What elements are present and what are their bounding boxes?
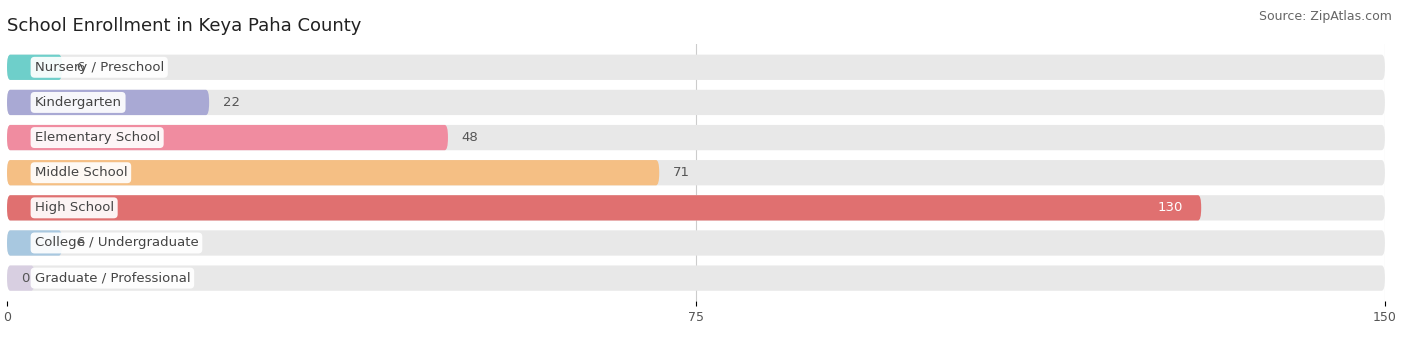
Text: 48: 48: [461, 131, 478, 144]
FancyBboxPatch shape: [7, 55, 1385, 80]
FancyBboxPatch shape: [7, 265, 35, 291]
FancyBboxPatch shape: [7, 90, 209, 115]
Text: 6: 6: [76, 236, 84, 249]
FancyBboxPatch shape: [7, 90, 1385, 115]
Text: College / Undergraduate: College / Undergraduate: [35, 236, 198, 249]
Text: 0: 0: [21, 272, 30, 285]
Text: 130: 130: [1157, 201, 1182, 214]
FancyBboxPatch shape: [7, 160, 659, 185]
Text: 6: 6: [76, 61, 84, 74]
FancyBboxPatch shape: [7, 195, 1385, 221]
Text: High School: High School: [35, 201, 114, 214]
FancyBboxPatch shape: [7, 125, 449, 150]
FancyBboxPatch shape: [7, 265, 1385, 291]
FancyBboxPatch shape: [7, 125, 1385, 150]
Text: School Enrollment in Keya Paha County: School Enrollment in Keya Paha County: [7, 16, 361, 35]
Text: 22: 22: [224, 96, 240, 109]
FancyBboxPatch shape: [7, 160, 1385, 185]
Text: Elementary School: Elementary School: [35, 131, 160, 144]
Text: Nursery / Preschool: Nursery / Preschool: [35, 61, 165, 74]
Text: Kindergarten: Kindergarten: [35, 96, 121, 109]
Text: Middle School: Middle School: [35, 166, 127, 179]
FancyBboxPatch shape: [7, 230, 62, 255]
Text: Source: ZipAtlas.com: Source: ZipAtlas.com: [1258, 10, 1392, 23]
FancyBboxPatch shape: [7, 55, 62, 80]
Text: 71: 71: [673, 166, 690, 179]
Text: Graduate / Professional: Graduate / Professional: [35, 272, 190, 285]
FancyBboxPatch shape: [7, 195, 1201, 221]
FancyBboxPatch shape: [7, 230, 1385, 255]
